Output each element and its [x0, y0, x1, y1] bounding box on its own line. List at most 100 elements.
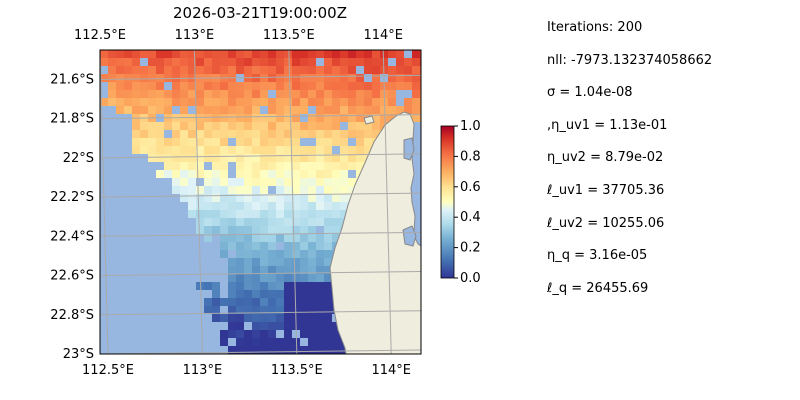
field-cell: [292, 154, 300, 162]
field-cell: [276, 98, 284, 106]
field-cell: [284, 90, 292, 98]
field-cell: [244, 242, 252, 250]
field-cell: [268, 154, 276, 162]
field-cell: [308, 90, 316, 98]
field-cell: [292, 114, 300, 122]
field-cell: [396, 58, 404, 66]
colorbar-tick-label: 0.0: [460, 271, 481, 286]
field-cell: [172, 50, 180, 58]
field-cell: [252, 202, 260, 210]
field-cell: [340, 138, 348, 146]
field-cell: [252, 234, 260, 242]
field-cell: [116, 98, 124, 106]
field-cell: [244, 234, 252, 242]
field-cell: [300, 202, 308, 210]
field-cell: [324, 234, 332, 242]
field-cell: [300, 306, 308, 314]
field-cell: [348, 82, 356, 90]
field-cell: [148, 82, 156, 90]
field-cell: [284, 290, 292, 298]
field-cell: [188, 170, 196, 178]
field-cell: [308, 330, 316, 338]
field-cell: [356, 154, 364, 162]
field-cell: [316, 138, 324, 146]
field-cell: [220, 98, 228, 106]
field-cell: [388, 74, 396, 82]
lon-tick-label-top: 114°E: [363, 28, 403, 43]
field-cell: [204, 170, 212, 178]
field-cell: [156, 98, 164, 106]
field-cell: [236, 58, 244, 66]
field-cell: [228, 314, 236, 322]
field-cell: [164, 74, 172, 82]
field-cell: [300, 122, 308, 130]
field-cell: [268, 290, 276, 298]
field-cell: [324, 306, 332, 314]
field-cell: [404, 82, 412, 90]
field-cell: [276, 226, 284, 234]
field-cell: [316, 290, 324, 298]
field-cell: [348, 106, 356, 114]
lat-tick-label: 22.6°S: [50, 269, 94, 284]
field-cell: [260, 322, 268, 330]
field-cell: [316, 194, 324, 202]
field-cell: [244, 346, 252, 354]
field-cell: [268, 322, 276, 330]
field-cell: [316, 234, 324, 242]
field-cell: [228, 210, 236, 218]
field-cell: [300, 330, 308, 338]
field-cell: [324, 138, 332, 146]
field-cell: [236, 298, 244, 306]
field-cell: [324, 130, 332, 138]
field-cell: [204, 50, 212, 58]
field-cell: [196, 82, 204, 90]
field-cell: [164, 154, 172, 162]
field-cell: [132, 130, 140, 138]
field-cell: [332, 122, 340, 130]
field-cell: [284, 226, 292, 234]
field-cell: [324, 162, 332, 170]
field-cell: [276, 138, 284, 146]
field-cell: [268, 202, 276, 210]
field-cell: [284, 338, 292, 346]
field-cell: [212, 50, 220, 58]
field-cell: [220, 114, 228, 122]
field-cell: [228, 114, 236, 122]
field-cell: [148, 66, 156, 74]
field-cell: [372, 106, 380, 114]
field-cell: [284, 178, 292, 186]
field-cell: [284, 242, 292, 250]
field-cell: [324, 66, 332, 74]
field-cell: [172, 98, 180, 106]
field-cell: [388, 98, 396, 106]
field-cell: [284, 330, 292, 338]
field-cell: [140, 50, 148, 58]
field-cell: [156, 138, 164, 146]
field-cell: [268, 178, 276, 186]
field-cell: [300, 258, 308, 266]
field-cell: [140, 130, 148, 138]
field-cell: [276, 90, 284, 98]
field-cell: [236, 242, 244, 250]
field-cell: [292, 66, 300, 74]
field-cell: [228, 322, 236, 330]
field-cell: [236, 338, 244, 346]
field-cell: [220, 330, 228, 338]
field-cell: [204, 186, 212, 194]
field-cell: [260, 338, 268, 346]
field-cell: [172, 66, 180, 74]
field-cell: [220, 226, 228, 234]
field-cell: [268, 170, 276, 178]
field-cell: [284, 234, 292, 242]
field-cell: [228, 242, 236, 250]
field-cell: [300, 274, 308, 282]
field-cell: [204, 66, 212, 74]
field-cell: [196, 170, 204, 178]
field-cell: [244, 314, 252, 322]
field-cell: [332, 74, 340, 82]
field-cell: [220, 298, 228, 306]
field-cell: [300, 186, 308, 194]
field-cell: [292, 234, 300, 242]
field-cell: [348, 98, 356, 106]
field-cell: [412, 106, 420, 114]
